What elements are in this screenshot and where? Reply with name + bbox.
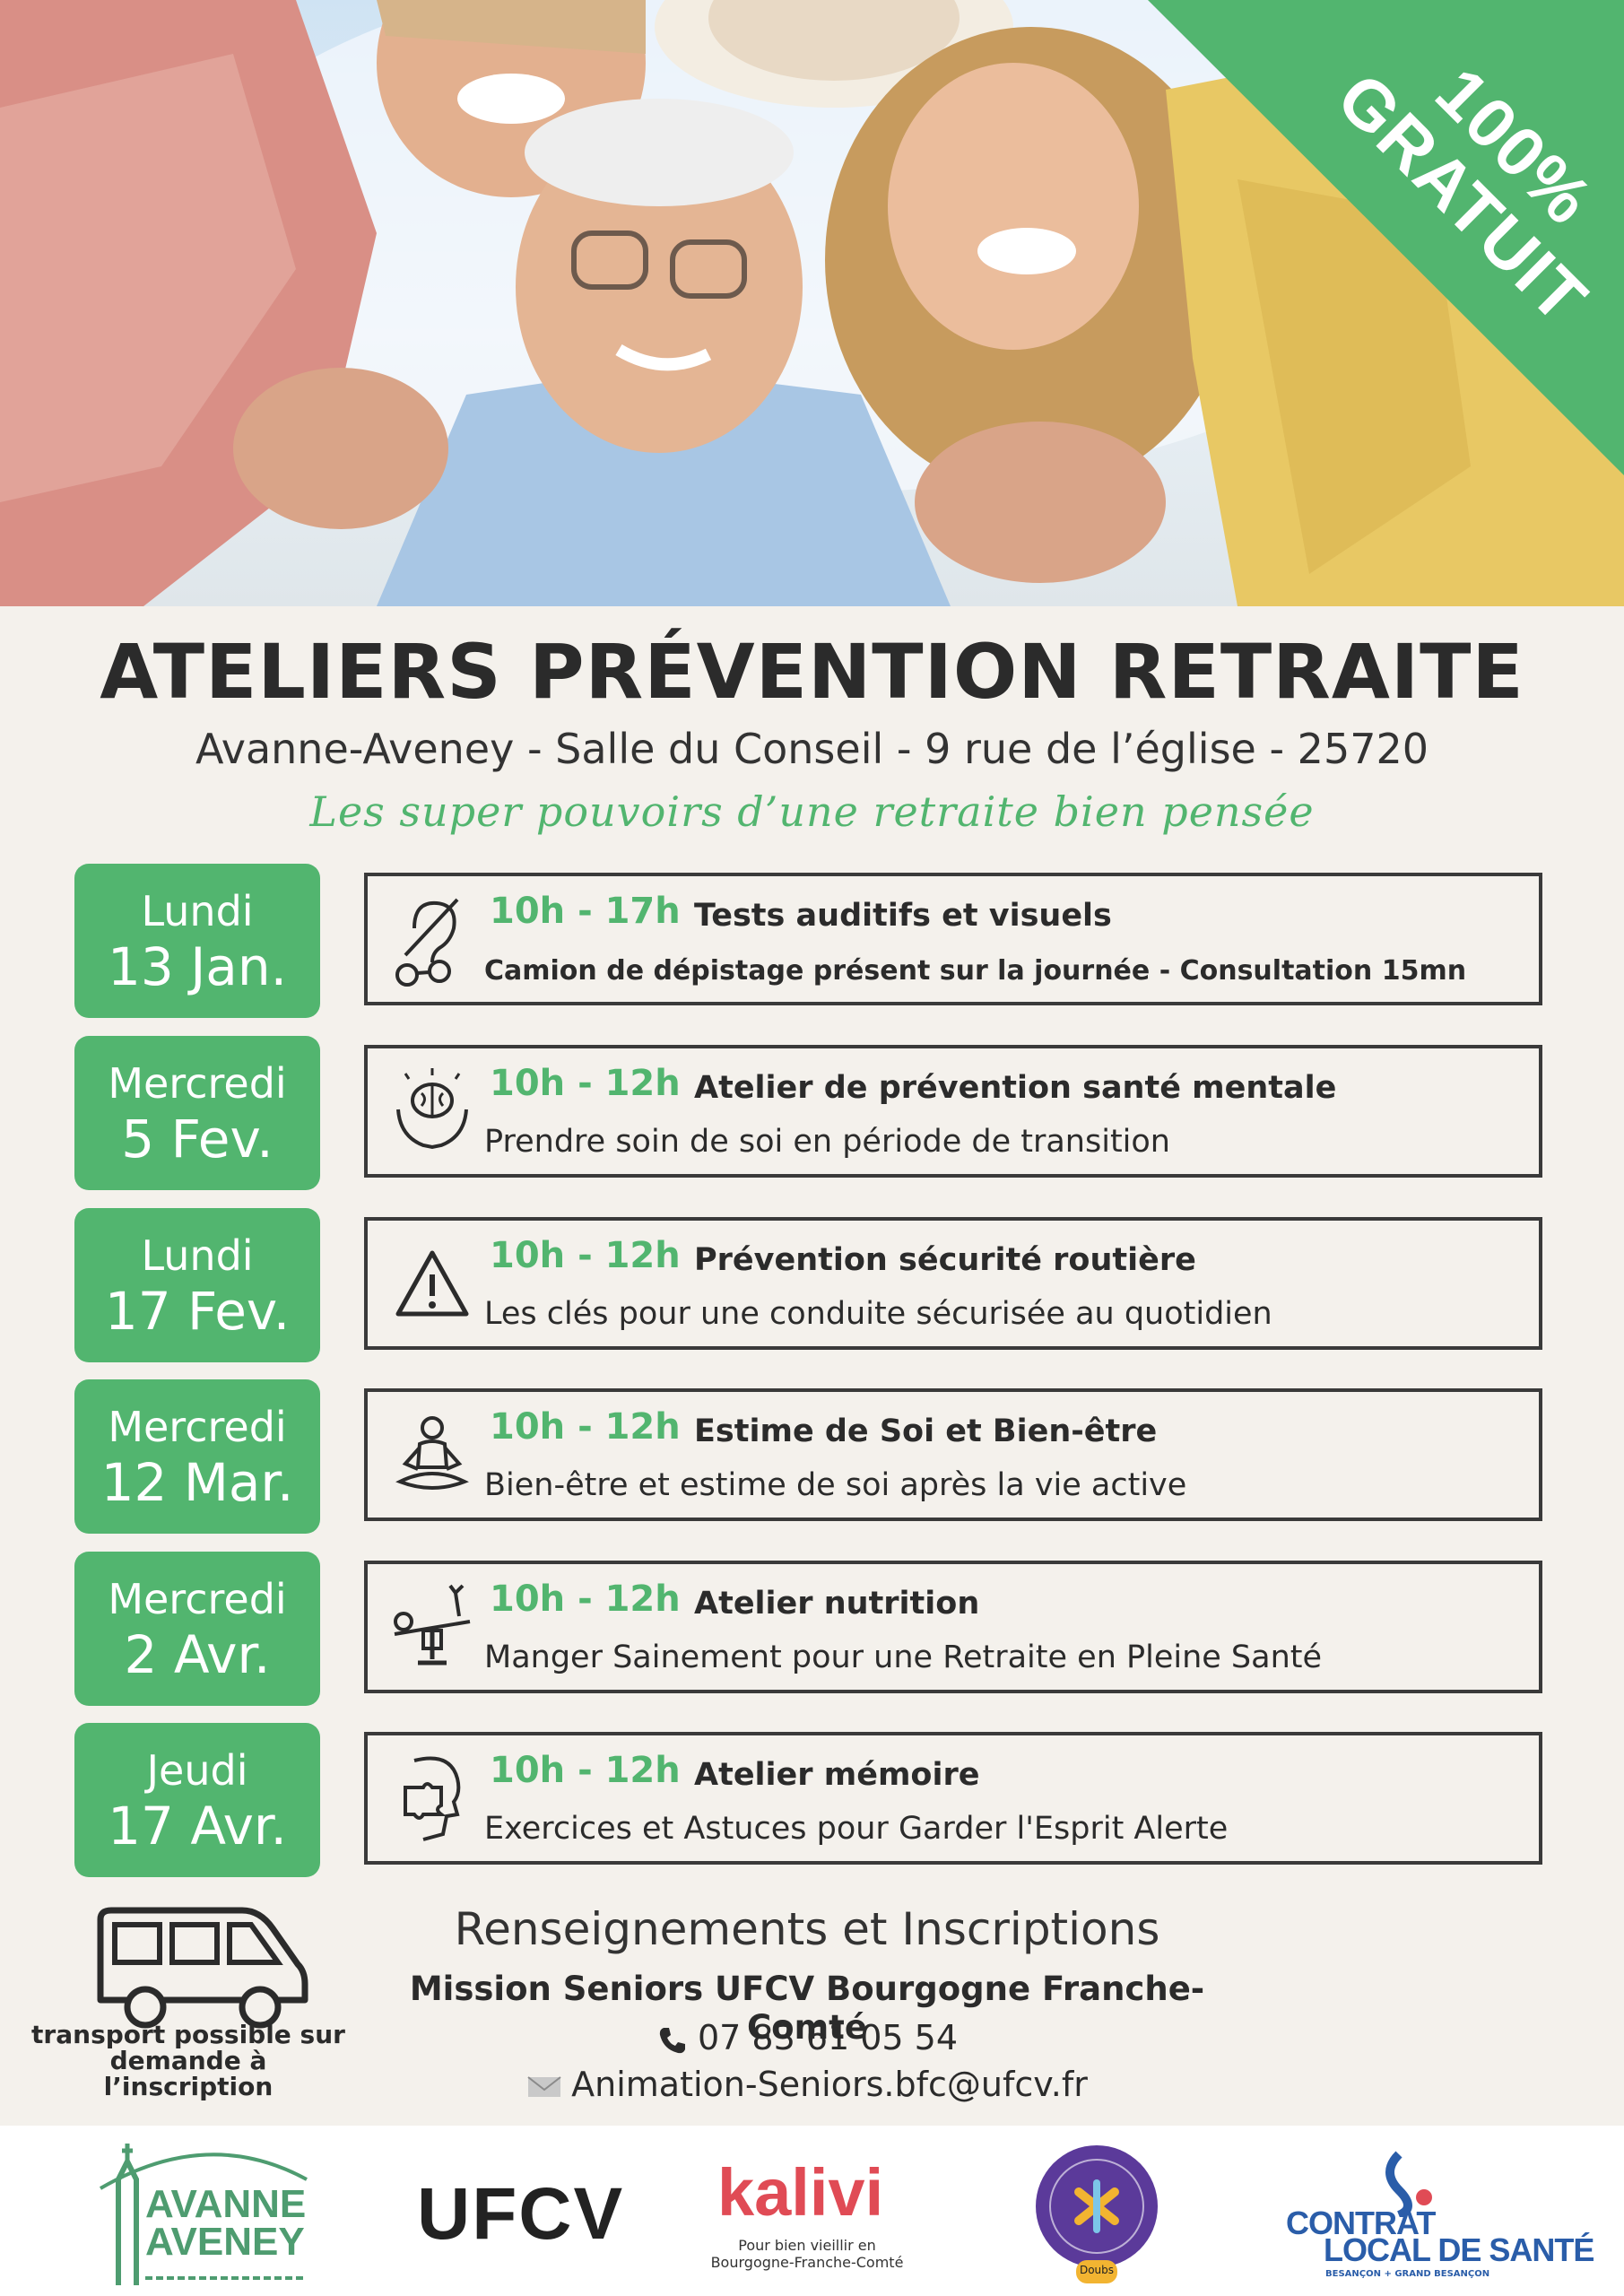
- event-title: Atelier mémoire: [694, 1757, 980, 1793]
- date-badge: Lundi 17 Fev.: [74, 1208, 320, 1362]
- avanne-logo-line1: AVANNE: [145, 2182, 307, 2226]
- event-time: 10h - 17h: [490, 891, 681, 932]
- contrat-logo-line2: LOCAL DE SANTÉ: [1324, 2231, 1594, 2268]
- location-subtitle: Avanne-Aveney - Salle du Conseil - 9 rue…: [195, 725, 1429, 773]
- page-title: ATELIERS PRÉVENTION RETRAITE: [100, 628, 1524, 716]
- event-description: Prendre soin de soi en période de transi…: [484, 1124, 1170, 1160]
- event-time: 10h - 12h: [490, 1235, 681, 1276]
- schedule-row: Mercredi 12 Mar. 10h - 12h Estime de Soi…: [0, 1379, 1624, 1534]
- hearing-and-glasses-icon: [395, 898, 459, 987]
- ufcv-logo: UFCV: [417, 2173, 625, 2255]
- footer-logos: AVANNE AVENEY UFCV kalivi Pour bien viei…: [0, 2126, 1624, 2296]
- date-date: 12 Mar.: [100, 1452, 294, 1513]
- date-day: Mercredi: [108, 1403, 287, 1451]
- contact-organization: Mission Seniors UFCV Bourgogne Franche-C…: [409, 1970, 1205, 2047]
- event-time: 10h - 12h: [490, 1406, 681, 1448]
- contrat-logo-line1: CONTRAT: [1286, 2205, 1436, 2241]
- schedule-row: Lundi 17 Fev. 10h - 12h Prévention sécur…: [0, 1208, 1624, 1362]
- event-title: Estime de Soi et Bien-être: [694, 1413, 1158, 1449]
- date-badge: Jeudi 17 Avr.: [74, 1723, 320, 1877]
- church-icon: [99, 2144, 308, 2285]
- event-description: Exercices et Astuces pour Garder l'Espri…: [484, 1811, 1229, 1847]
- event-time: 10h - 12h: [490, 1750, 681, 1791]
- event-box: 10h - 17h Tests auditifs et visuels Cami…: [364, 873, 1542, 1005]
- event-box: 10h - 12h Atelier de prévention santé me…: [364, 1045, 1542, 1178]
- contrat-sante-emblem-icon: [1385, 2151, 1432, 2217]
- schedule-row: Mercredi 2 Avr. 10h - 12h Atelier nutrit…: [0, 1552, 1624, 1706]
- date-badge: Lundi 13 Jan.: [74, 864, 320, 1018]
- schedule-row: Lundi 13 Jan. 10h - 17h Tests auditifs e…: [0, 864, 1624, 1018]
- envelope-icon: [527, 2075, 561, 2097]
- transport-note: transport possible sur demande à l’inscr…: [31, 2020, 345, 2101]
- warning-triangle-icon: [395, 1250, 469, 1317]
- contact-phone-line: 07 83 61 05 54: [359, 2018, 1255, 2057]
- phone-icon: [659, 2027, 685, 2053]
- event-box: 10h - 12h Atelier nutrition Manger Saine…: [364, 1561, 1542, 1693]
- date-date: 5 Fev.: [121, 1109, 274, 1170]
- event-title: Prévention sécurité routière: [694, 1242, 1196, 1278]
- schedule-row: Jeudi 17 Avr. 10h - 12h Atelier mémoire …: [0, 1723, 1624, 1877]
- date-badge: Mercredi 2 Avr.: [74, 1552, 320, 1706]
- event-title: Tests auditifs et visuels: [694, 898, 1112, 934]
- hero-photo: 100% GRATUIT: [0, 0, 1624, 606]
- contact-email-line: Animation-Seniors.bfc@ufcv.fr: [359, 2065, 1255, 2104]
- event-box: 10h - 12h Estime de Soi et Bien-être Bie…: [364, 1388, 1542, 1521]
- commission-financeurs-logo: [1036, 2145, 1158, 2283]
- date-day: Jeudi: [146, 1746, 248, 1795]
- date-day: Mercredi: [108, 1059, 287, 1108]
- date-badge: Mercredi 12 Mar.: [74, 1379, 320, 1534]
- kalivi-tagline: Pour bien vieillir en Bourgogne-Franche-…: [710, 2237, 904, 2271]
- date-date: 2 Avr.: [124, 1624, 271, 1685]
- brain-in-hands-icon: [396, 1068, 468, 1150]
- date-day: Mercredi: [108, 1575, 287, 1623]
- date-date: 17 Fev.: [104, 1281, 291, 1342]
- event-box: 10h - 12h Atelier mémoire Exercices et A…: [364, 1732, 1542, 1865]
- contact-heading: Renseignements et Inscriptions: [454, 1903, 1160, 1955]
- date-date: 13 Jan.: [107, 936, 288, 997]
- contrat-logo-sub: BESANÇON + GRAND BESANÇON: [1325, 2269, 1490, 2279]
- event-title: Atelier nutrition: [694, 1586, 980, 1622]
- contact-phone[interactable]: 07 83 61 05 54: [697, 2018, 959, 2057]
- avanne-logo-line2: AVENEY: [145, 2220, 305, 2264]
- event-box: 10h - 12h Prévention sécurité routière L…: [364, 1217, 1542, 1350]
- date-badge: Mercredi 5 Fev.: [74, 1036, 320, 1190]
- event-description: Les clés pour une conduite sécurisée au …: [484, 1296, 1272, 1332]
- event-description: Bien-être et estime de soi après la vie …: [484, 1467, 1187, 1503]
- kalivi-logo: kalivi: [717, 2155, 884, 2230]
- date-day: Lundi: [141, 887, 254, 935]
- event-time: 10h - 12h: [490, 1578, 681, 1620]
- tagline: Les super pouvoirs d’une retraite bien p…: [309, 787, 1315, 836]
- balance-scale-icon: [394, 1584, 471, 1665]
- seniors-photo-illustration: [0, 0, 1624, 606]
- date-date: 17 Avr.: [108, 1796, 287, 1857]
- event-title: Atelier de prévention santé mentale: [694, 1070, 1337, 1106]
- event-description: Camion de dépistage présent sur la journ…: [484, 955, 1467, 987]
- puzzle-head-icon: [404, 1756, 461, 1841]
- contact-email[interactable]: Animation-Seniors.bfc@ufcv.fr: [571, 2065, 1088, 2104]
- schedule-row: Mercredi 5 Fev. 10h - 12h Atelier de pré…: [0, 1036, 1624, 1190]
- event-time: 10h - 12h: [490, 1063, 681, 1104]
- event-description: Manger Sainement pour une Retraite en Pl…: [484, 1639, 1323, 1675]
- van-icon: [97, 1907, 308, 2029]
- meditation-icon: [395, 1416, 469, 1490]
- commission-badge-label: Doubs: [1079, 2264, 1115, 2276]
- avanne-aveney-logo: AVANNE AVENEY: [83, 2126, 316, 2296]
- date-day: Lundi: [141, 1231, 254, 1280]
